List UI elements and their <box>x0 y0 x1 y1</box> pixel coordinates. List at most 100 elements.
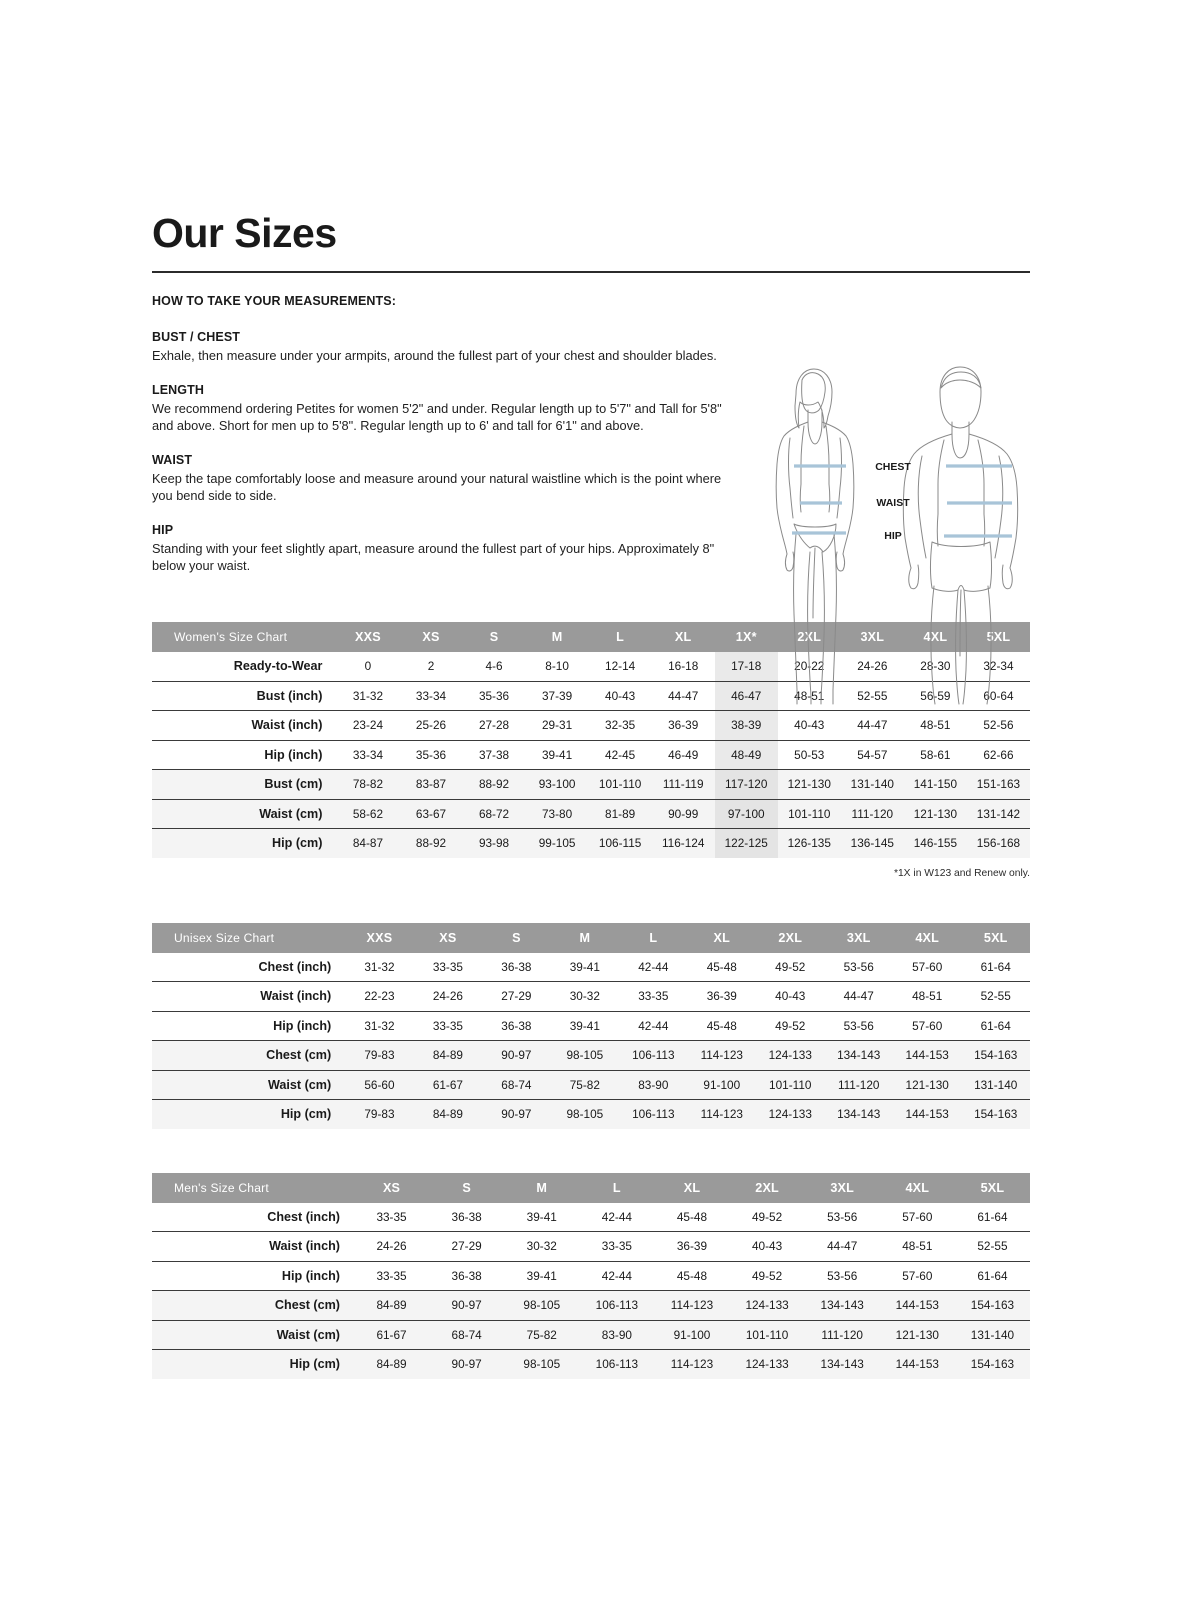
unisex-size-chart-table: Unisex Size Chart XXS XS S M L XL 2XL 3XL 4XL 5XL … <box>152 922 1030 1129</box>
mens-cell: 134-143 <box>804 1349 880 1379</box>
unisex-cell: 101-110 <box>756 1070 825 1101</box>
mens-cell: 36-38 <box>429 1202 505 1233</box>
womens-cell: 117-120 <box>714 769 778 800</box>
womens-cell: 36-39 <box>651 710 715 741</box>
unisex-cell: 52-55 <box>961 981 1030 1012</box>
section-body-length: We recommend ordering Petites for women … <box>152 401 722 434</box>
womens-cell: 48-51 <box>903 710 967 741</box>
unisex-cell: 48-51 <box>892 981 962 1012</box>
mens-cell: 114-123 <box>654 1349 730 1379</box>
womens-table-row: Bust (inch) 31-32 33-34 35-36 37-39 40-43 44-4… <box>152 681 1030 712</box>
mens-cell: 61-64 <box>954 1261 1030 1292</box>
womens-cell: 42-45 <box>588 740 652 771</box>
womens-cell: 97-100 <box>714 799 778 830</box>
mens-table-row: Hip (inch) 33-35 36-38 39-41 42-44 45-48 49-52… <box>152 1261 1030 1292</box>
mens-row-label: Chest (inch) <box>152 1202 354 1233</box>
unisex-table-body: Chest (inch) 31-32 33-35 36-38 39-41 42-44 45-… <box>152 952 1030 1129</box>
mens-cell: 39-41 <box>504 1202 580 1233</box>
unisex-cell: 30-32 <box>550 981 620 1012</box>
title-divider <box>152 271 1030 273</box>
unisex-column-header: XL <box>687 922 757 953</box>
figure-label-waist: WAIST <box>876 497 910 509</box>
mens-cell: 42-44 <box>579 1202 655 1233</box>
womens-cell: 23-24 <box>336 710 400 741</box>
unisex-cell: 154-163 <box>961 1099 1030 1129</box>
mens-cell: 53-56 <box>804 1202 880 1233</box>
mens-cell: 61-64 <box>954 1202 1030 1233</box>
unisex-row-label: Chest (inch) <box>152 952 346 983</box>
unisex-cell: 121-130 <box>892 1070 962 1101</box>
mens-cell: 144-153 <box>879 1290 955 1321</box>
mens-table-row: Chest (inch) 33-35 36-38 39-41 42-44 45-48 49-… <box>152 1202 1030 1233</box>
womens-cell: 58-62 <box>336 799 400 830</box>
unisex-cell: 36-38 <box>482 952 551 983</box>
instructions-text-column: HOW TO TAKE YOUR MEASUREMENTS: BUST / CH… <box>152 294 722 574</box>
womens-cell: 38-39 <box>714 710 778 741</box>
mens-column-header: 4XL <box>879 1172 955 1203</box>
unisex-cell: 27-29 <box>482 981 551 1012</box>
womens-row-label: Bust (cm) <box>152 769 337 800</box>
womens-cell: 101-110 <box>588 769 652 800</box>
unisex-table-row: Waist (cm) 56-60 61-67 68-74 75-82 83-90 91-10… <box>152 1070 1030 1101</box>
unisex-cell: 84-89 <box>413 1040 483 1071</box>
size-guide-page: Our Sizes HOW TO TAKE YOUR MEASUREMENTS:… <box>152 0 1030 1379</box>
womens-cell: 93-100 <box>525 769 589 800</box>
mens-cell: 57-60 <box>879 1261 955 1292</box>
womens-table-row: Waist (inch) 23-24 25-26 27-28 29-31 32-35 36-… <box>152 710 1030 741</box>
womens-cell: 81-89 <box>588 799 652 830</box>
womens-column-header: XL <box>651 622 715 653</box>
womens-cell: 151-163 <box>966 769 1030 800</box>
mens-row-label: Hip (cm) <box>152 1349 354 1379</box>
unisex-cell: 111-120 <box>824 1070 893 1101</box>
mens-cell: 114-123 <box>654 1290 730 1321</box>
mens-cell: 101-110 <box>729 1320 805 1351</box>
womens-row-label: Hip (cm) <box>152 828 337 858</box>
unisex-cell: 45-48 <box>687 952 757 983</box>
womens-cell: 31-32 <box>336 681 400 712</box>
unisex-row-label: Chest (cm) <box>152 1040 346 1071</box>
womens-cell: 29-31 <box>525 710 589 741</box>
womens-size-chart-table: Women's Size Chart XXS XS S M L XL 1X* 2XL 3XL 4XL… <box>152 622 1030 858</box>
unisex-column-header: M <box>550 922 620 953</box>
womens-cell: 88-92 <box>399 828 463 858</box>
mens-cell: 33-35 <box>353 1261 430 1292</box>
womens-cell: 25-26 <box>399 710 463 741</box>
section-body-bust-chest: Exhale, then measure under your armpits,… <box>152 348 717 363</box>
unisex-cell: 61-64 <box>961 952 1030 983</box>
mens-cell: 154-163 <box>954 1349 1030 1379</box>
unisex-cell: 106-113 <box>619 1099 688 1129</box>
mens-table-row: Chest (cm) 84-89 90-97 98-105 106-113 114-123… <box>152 1290 1030 1321</box>
mens-cell: 61-67 <box>353 1320 430 1351</box>
page-title: Our Sizes <box>152 210 337 256</box>
mens-table-head: Men's Size Chart XS S M L XL 2XL 3XL 4XL 5XL <box>152 1172 1030 1203</box>
unisex-cell: 53-56 <box>824 952 893 983</box>
unisex-cell: 39-41 <box>550 952 620 983</box>
mens-cell: 124-133 <box>729 1290 805 1321</box>
unisex-cell: 44-47 <box>824 981 893 1012</box>
unisex-column-header: XS <box>413 922 483 953</box>
womens-cell: 136-145 <box>840 828 904 858</box>
womens-column-header: 3XL <box>840 622 904 653</box>
womens-cell: 32-35 <box>588 710 652 741</box>
mens-table-row: Hip (cm) 84-89 90-97 98-105 106-113 114-123 12… <box>152 1349 1030 1379</box>
mens-cell: 27-29 <box>429 1231 505 1262</box>
womens-cell: 60-64 <box>966 681 1030 712</box>
womens-cell: 4-6 <box>462 652 526 682</box>
unisex-cell: 61-64 <box>961 1011 1030 1042</box>
mens-size-chart-block: Men's Size Chart XS S M L XL 2XL 3XL 4XL 5XL Ches… <box>152 1172 1030 1379</box>
womens-table-row: Waist (cm) 58-62 63-67 68-72 73-80 81-89 90-99… <box>152 799 1030 830</box>
unisex-table-row: Hip (cm) 79-83 84-89 90-97 98-105 106-113 114-… <box>152 1099 1030 1129</box>
womens-cell: 131-140 <box>840 769 904 800</box>
measurement-lines <box>792 464 1012 538</box>
mens-cell: 30-32 <box>504 1231 580 1262</box>
mens-column-header: 5XL <box>954 1172 1030 1203</box>
mens-header-row: Men's Size Chart XS S M L XL 2XL 3XL 4XL 5XL <box>152 1172 1030 1203</box>
womens-row-label: Bust (inch) <box>152 681 337 712</box>
body-measurement-diagram: CHEST WAIST HIP <box>750 356 1040 706</box>
measurement-figures-svg: CHEST WAIST HIP <box>775 366 1019 705</box>
unisex-table-row: Waist (inch) 22-23 24-26 27-29 30-32 33-35 36-… <box>152 981 1030 1012</box>
mens-cell: 45-48 <box>654 1261 730 1292</box>
unisex-corner-label: Unisex Size Chart <box>152 922 346 953</box>
unisex-row-label: Waist (inch) <box>152 981 346 1012</box>
mens-cell: 154-163 <box>954 1290 1030 1321</box>
